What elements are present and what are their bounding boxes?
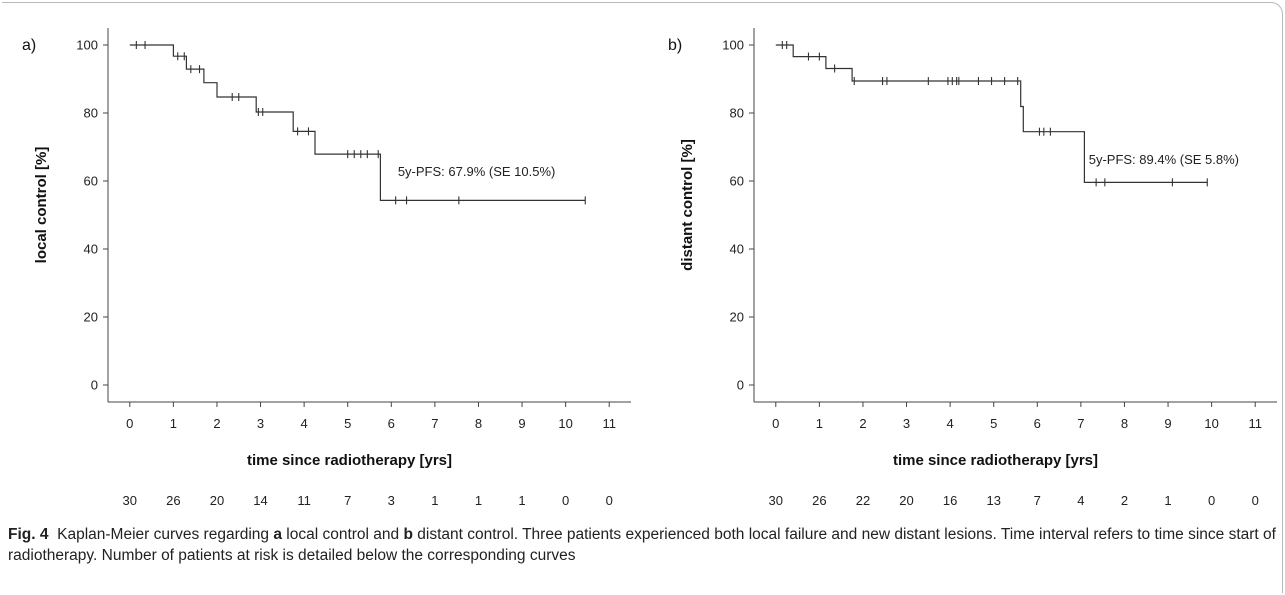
at-risk-a-4: 11 [297,493,311,508]
y-tick-label-b-100: 100 [722,38,744,53]
x-tick-label-a-7: 7 [431,416,438,431]
x-tick-label-a-10: 10 [558,416,572,431]
y-tick-label-a-80: 80 [84,106,98,121]
y-axis-label-b: distant control [%] [679,139,696,271]
at-risk-b-9: 1 [1164,493,1171,508]
x-axis-label-b: time since radiotherapy [yrs] [893,452,1098,469]
x-tick-label-b-9: 9 [1164,416,1171,431]
at-risk-b-0: 30 [769,493,783,508]
x-tick-label-b-4: 4 [947,416,954,431]
x-tick-label-a-4: 4 [301,416,308,431]
caption-panel-a: a [273,526,282,543]
x-tick-label-b-7: 7 [1077,416,1084,431]
figure-label: Fig. 4 [8,526,49,543]
at-risk-a-10: 0 [562,493,569,508]
x-tick-label-a-8: 8 [475,416,482,431]
panel-label-b: b) [668,37,682,54]
x-tick-label-b-8: 8 [1121,416,1128,431]
x-tick-label-b-1: 1 [816,416,823,431]
caption-text-3: distant control. Three patients experien… [8,526,1276,564]
x-tick-label-b-10: 10 [1204,416,1218,431]
at-risk-b-5: 13 [986,493,1000,508]
at-risk-b-11: 0 [1252,493,1259,508]
at-risk-b-4: 16 [943,493,957,508]
y-tick-label-b-0: 0 [737,378,744,393]
x-tick-label-b-5: 5 [990,416,997,431]
at-risk-a-2: 20 [210,493,224,508]
survival-curve-b [775,44,1208,183]
at-risk-a-1: 26 [166,493,180,508]
y-tick-label-a-100: 100 [76,38,98,53]
at-risk-a-7: 1 [431,493,438,508]
at-risk-a-9: 1 [518,493,525,508]
at-risk-b-7: 4 [1077,493,1084,508]
y-tick-label-b-80: 80 [730,106,744,121]
at-risk-b-6: 7 [1034,493,1041,508]
at-risk-a-3: 14 [253,493,267,508]
at-risk-b-10: 0 [1208,493,1215,508]
y-tick-label-a-0: 0 [91,378,98,393]
x-tick-label-a-2: 2 [213,416,220,431]
x-tick-label-a-1: 1 [170,416,177,431]
panel-label-a: a) [22,37,36,54]
at-risk-a-11: 0 [606,493,613,508]
x-tick-label-b-11: 11 [1248,416,1262,431]
y-tick-label-a-20: 20 [84,310,98,325]
pfs-annotation-a: 5y-PFS: 67.9% (SE 10.5%) [398,164,556,179]
at-risk-b-8: 2 [1121,493,1128,508]
at-risk-a-0: 30 [123,493,137,508]
at-risk-a-8: 1 [475,493,482,508]
x-tick-label-a-5: 5 [344,416,351,431]
x-tick-label-a-11: 11 [602,416,616,431]
x-tick-label-b-3: 3 [903,416,910,431]
x-tick-label-a-6: 6 [388,416,395,431]
pfs-annotation-b: 5y-PFS: 89.4% (SE 5.8%) [1089,152,1239,167]
x-tick-label-a-0: 0 [126,416,133,431]
y-tick-label-b-60: 60 [730,174,744,189]
caption-text-1: Kaplan-Meier curves regarding [57,526,274,543]
x-axis-label-a: time since radiotherapy [yrs] [247,452,452,469]
at-risk-b-1: 26 [812,493,826,508]
y-axis-label-a: local control [%] [33,147,50,264]
at-risk-b-2: 22 [856,493,870,508]
figure-caption: Fig. 4 Kaplan-Meier curves regarding a l… [8,524,1278,566]
x-tick-label-b-6: 6 [1034,416,1041,431]
x-tick-label-b-0: 0 [772,416,779,431]
caption-text-2: local control and [281,526,404,543]
x-tick-label-b-2: 2 [859,416,866,431]
y-tick-label-a-40: 40 [84,242,98,257]
x-tick-label-a-9: 9 [518,416,525,431]
y-tick-label-b-20: 20 [730,310,744,325]
x-tick-label-a-3: 3 [257,416,264,431]
caption-panel-b: b [403,526,413,543]
y-tick-label-a-60: 60 [84,174,98,189]
at-risk-b-3: 20 [899,493,913,508]
y-tick-label-b-40: 40 [730,242,744,257]
at-risk-a-5: 7 [344,493,351,508]
at-risk-a-6: 3 [388,493,395,508]
